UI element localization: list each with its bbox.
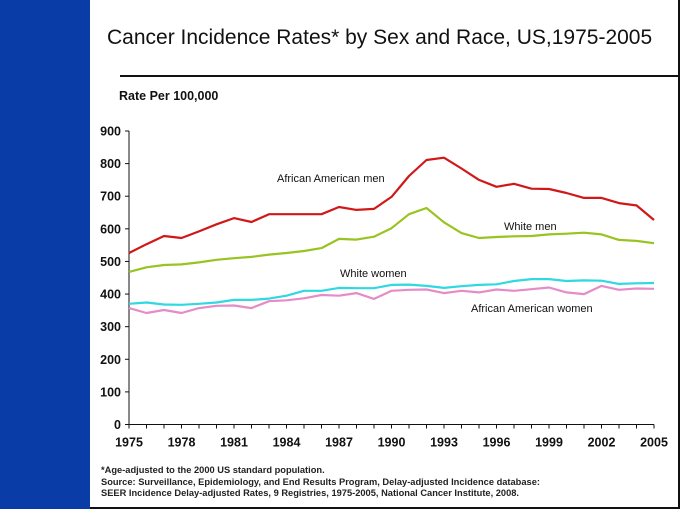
x-tick-label: 1999 <box>535 436 563 450</box>
x-tick-label: 1978 <box>168 436 196 450</box>
footnote-registry: SEER Incidence Delay-adjusted Rates, 9 R… <box>101 488 520 498</box>
series-line-white-men <box>128 206 655 273</box>
y-tick-label: 600 <box>100 222 121 236</box>
x-tick-label: 2005 <box>640 436 668 450</box>
title-divider <box>120 75 678 77</box>
y-axis-label: Rate Per 100,000 <box>119 89 219 103</box>
x-tick-label: 1984 <box>273 436 301 450</box>
series-label-white-men: White men <box>504 221 557 233</box>
y-tick-label: 500 <box>100 255 121 269</box>
series-line-white-women <box>128 278 655 306</box>
chart-title: Cancer Incidence Rates* by Sex and Race,… <box>107 26 653 49</box>
series-label-african-american-women: African American women <box>471 303 593 315</box>
x-tick-label: 1975 <box>115 436 143 450</box>
footnote-age-adjusted: *Age-adjusted to the 2000 US standard po… <box>101 465 325 475</box>
series-labels: African American men White men White wom… <box>277 173 593 315</box>
x-tick-label: 2002 <box>588 436 616 450</box>
x-tick-label: 1996 <box>483 436 511 450</box>
y-tick-label: 0 <box>114 418 121 432</box>
series-label-white-women: White women <box>340 268 407 280</box>
x-tick-label: 1990 <box>378 436 406 450</box>
series-lines <box>128 156 655 315</box>
x-tick-label: 1993 <box>430 436 458 450</box>
y-tick-label: 300 <box>100 320 121 334</box>
y-tick-label: 400 <box>100 288 121 302</box>
axes: 0 100 200 300 400 500 600 700 800 900 1975 1978 1981… <box>100 125 668 450</box>
footnote: *Age-adjusted to the 2000 US standard po… <box>101 465 540 500</box>
series-label-african-american-men: African American men <box>277 173 385 185</box>
footnote-source: Source: Surveillance, Epidemiology, and … <box>101 476 540 487</box>
x-tick-label: 1987 <box>325 436 353 450</box>
sidebar-color-bar <box>0 0 90 509</box>
series-line-african-american-men <box>128 156 655 254</box>
y-tick-label: 200 <box>100 353 121 367</box>
series-line-african-american-women <box>128 284 655 315</box>
y-tick-label: 800 <box>100 157 121 171</box>
y-tick-label: 900 <box>100 125 121 139</box>
y-tick-label: 700 <box>100 190 121 204</box>
y-tick-label: 100 <box>100 385 121 399</box>
x-tick-label: 1981 <box>220 436 248 450</box>
